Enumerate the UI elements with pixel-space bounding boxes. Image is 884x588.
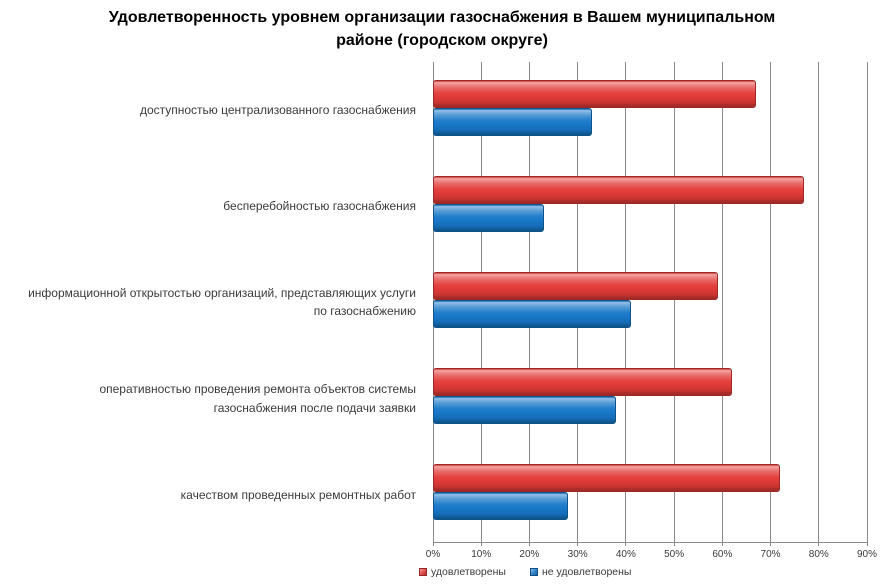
legend-item: удовлетворены (419, 566, 506, 578)
plot-area (432, 62, 868, 546)
category-labels: доступностью централизованного газоснабж… (0, 62, 425, 543)
bar-unsatisfied (433, 300, 631, 328)
x-tick-label: 30% (567, 549, 588, 560)
gridline (770, 62, 772, 546)
x-axis: 0% 10% 20% 30% 40% 50% 60% 70% 80% 90% (426, 549, 877, 562)
bar-row (433, 254, 867, 350)
legend-marker-icon (529, 568, 538, 576)
x-tick-label: 0% (425, 549, 441, 560)
bar-row (433, 158, 867, 254)
bar-row (433, 446, 867, 542)
legend-label: не удовлетворены (541, 566, 632, 578)
bar-unsatisfied (433, 108, 593, 136)
x-tick-label: 60% (712, 549, 733, 560)
chart-title: Удовлетворенность уровнем организации га… (108, 9, 776, 49)
gridline (721, 62, 723, 546)
bar-satisfied (433, 368, 732, 396)
gridline (818, 62, 820, 546)
bar-unsatisfied (433, 204, 544, 232)
x-tick-label: 40% (615, 549, 636, 560)
legend: удовлетворены не удовлетворены (419, 566, 655, 578)
bar-satisfied (433, 80, 757, 108)
x-tick-label: 90% (856, 549, 878, 560)
category-label: качеством проведенных ремонтных работ (180, 487, 416, 502)
gridline (673, 62, 675, 546)
bar-satisfied (433, 176, 805, 204)
x-tick-label: 80% (808, 549, 829, 560)
category-label: бесперебойностью газоснабжения (223, 198, 416, 213)
legend-item: не удовлетворены (529, 566, 632, 578)
x-tick-label: 20% (519, 549, 540, 560)
bar-unsatisfied (433, 492, 569, 520)
category-label: оперативностью проведения ремонта объект… (99, 382, 416, 415)
bar-row (433, 62, 867, 158)
x-tick-label: 70% (760, 549, 781, 560)
legend-marker-icon (419, 568, 427, 576)
bar-unsatisfied (433, 396, 617, 424)
x-tick-label: 50% (664, 549, 685, 560)
category-label: доступностью централизованного газоснабж… (139, 102, 416, 117)
category-label: информационной открытостью организаций, … (28, 285, 416, 319)
gridline (866, 62, 868, 546)
bar-satisfied (433, 464, 781, 492)
legend-label: удовлетворены (431, 566, 506, 578)
x-tick-label: 10% (471, 549, 492, 560)
bar-row (433, 350, 867, 446)
bar-satisfied (433, 272, 718, 300)
